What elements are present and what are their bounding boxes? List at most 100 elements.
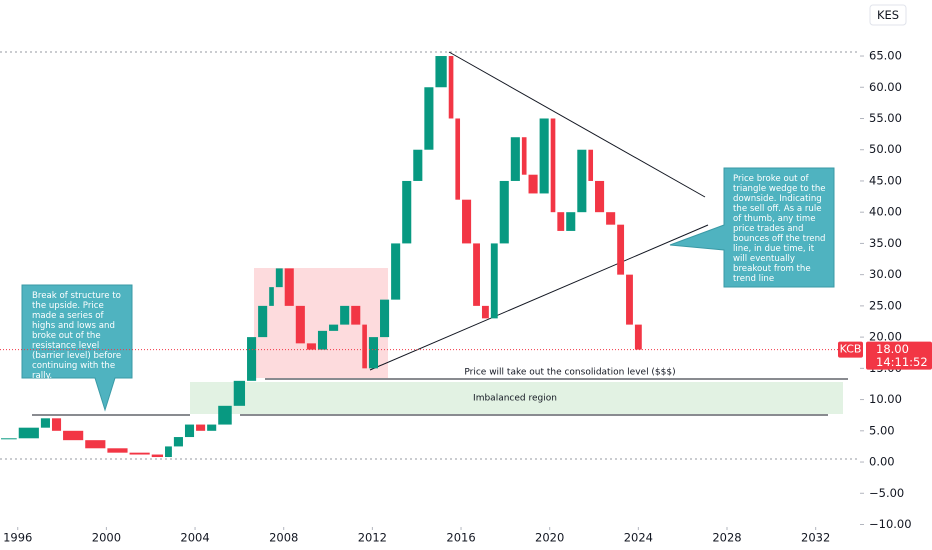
candle [317, 330, 328, 350]
candle [107, 448, 128, 453]
candle [528, 174, 538, 194]
candle [455, 118, 461, 200]
candle [473, 243, 480, 306]
candle [247, 337, 257, 381]
candle [595, 180, 605, 213]
candle [1, 438, 17, 440]
candle [233, 380, 246, 406]
x-tick-label: 2032 [801, 531, 830, 545]
price-label: 18.00 [876, 342, 909, 356]
y-tick-label: 0.00 [869, 455, 895, 469]
x-tick-label: 1996 [3, 531, 32, 545]
x-tick-label: 2000 [92, 531, 121, 545]
candle [402, 180, 412, 244]
candle [40, 418, 50, 428]
y-tick-label: 40.00 [869, 205, 902, 219]
lower-trendline [369, 224, 709, 371]
candle [295, 305, 305, 344]
candle [306, 343, 316, 350]
symbol-label: KCB [840, 343, 862, 356]
candle [258, 305, 268, 338]
x-tick-label: 2024 [624, 531, 653, 545]
imbalance-label: Imbalanced region [473, 394, 557, 404]
candle [481, 305, 489, 319]
candle [539, 118, 549, 194]
countdown: 14:11:52 [876, 355, 928, 369]
candle [424, 87, 434, 150]
candle [63, 430, 84, 441]
candle [51, 418, 62, 431]
candle [218, 405, 232, 425]
y-tick-label: 5.00 [869, 423, 895, 437]
candle [362, 324, 367, 369]
candle [577, 149, 587, 213]
y-tick-label: 45.00 [869, 173, 902, 187]
candle [275, 268, 283, 288]
callout-right [669, 167, 835, 288]
candle [606, 212, 616, 225]
candle [521, 137, 527, 175]
candle [284, 268, 294, 306]
candle [340, 305, 350, 325]
candle [499, 180, 509, 244]
candle [435, 56, 447, 88]
candle [173, 437, 183, 447]
candle [184, 424, 195, 438]
y-tick-label: 10.00 [869, 392, 902, 406]
candle [557, 212, 565, 231]
candle [165, 446, 172, 458]
y-tick-label: 60.00 [869, 80, 902, 94]
upper-trendline [448, 51, 706, 198]
candle [151, 454, 164, 458]
candle [462, 199, 472, 244]
candle [413, 149, 423, 181]
imbalance-zone [190, 382, 843, 414]
currency-box[interactable] [869, 4, 907, 26]
candle [566, 212, 576, 231]
callout-left [21, 284, 133, 412]
candle [588, 149, 594, 181]
candle [380, 299, 390, 338]
candle [490, 243, 498, 319]
x-tick-label: 2008 [269, 531, 298, 545]
candle [391, 243, 401, 300]
candle [329, 324, 339, 331]
x-tick-label: 2016 [446, 531, 475, 545]
y-tick-label: 30.00 [869, 267, 902, 281]
y-tick-label: 65.00 [869, 49, 902, 63]
y-tick-label: 35.00 [869, 236, 902, 250]
note-wedge: Price broke out of triangle wedge to the… [733, 174, 826, 284]
note-structure: Break of structure to the upside. Price … [32, 291, 122, 381]
price-box [866, 341, 932, 370]
y-tick-label: 25.00 [869, 298, 902, 312]
candle [368, 337, 379, 369]
candle [510, 137, 520, 181]
candle [550, 118, 556, 213]
y-tick-label: 55.00 [869, 111, 902, 125]
y-tick-label: 20.00 [869, 330, 902, 344]
candle [207, 424, 217, 431]
x-tick-label: 2020 [535, 531, 564, 545]
x-tick-label: 2012 [358, 531, 387, 545]
candle [196, 424, 206, 431]
y-tick-label: 50.00 [869, 142, 902, 156]
candle [617, 224, 625, 275]
candle [18, 427, 39, 439]
candle [351, 305, 361, 325]
x-tick-label: 2028 [712, 531, 741, 545]
candle [626, 274, 633, 325]
y-tick-label: −5.00 [869, 486, 904, 500]
currency[interactable]: KES [877, 8, 899, 22]
y-tick-label: −10.00 [869, 517, 912, 531]
candle [634, 324, 642, 350]
candle [448, 56, 454, 119]
candle [269, 287, 274, 306]
candle [85, 440, 106, 449]
candle [129, 452, 150, 455]
consolidation-zone [254, 268, 388, 378]
consolidation-label: Price will take out the consolidation le… [464, 368, 675, 378]
x-tick-label: 2004 [180, 531, 209, 545]
symbol-box [838, 341, 863, 358]
